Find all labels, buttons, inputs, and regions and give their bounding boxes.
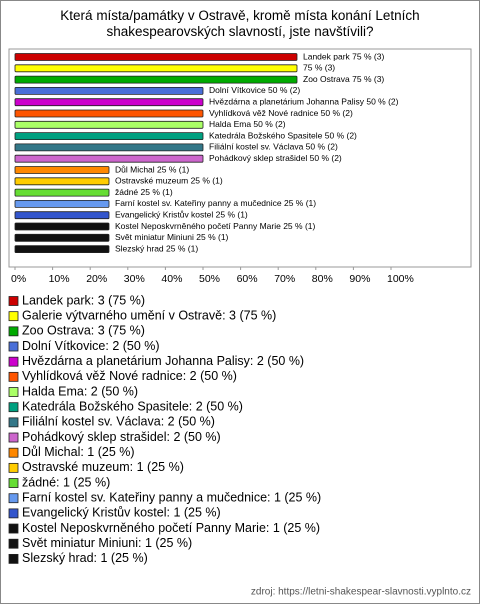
legend-swatch	[8, 478, 19, 488]
x-tick-label: 50%	[199, 273, 220, 285]
x-tick-label: 20%	[86, 273, 107, 285]
value-label: Filiální kostel sv. Václava 50 % (2)	[209, 142, 338, 152]
legend-label: Vyhlídková věž Nové radnice: 2 (50 %)	[22, 369, 237, 383]
x-tick-label: 80%	[312, 273, 333, 285]
legend-label: Hvězdárna a planetárium Johanna Palisy: …	[22, 354, 304, 368]
x-tick-label: 60%	[237, 273, 258, 285]
legend-swatch	[8, 326, 19, 337]
legend-swatch	[8, 523, 19, 534]
bar	[14, 53, 298, 61]
plot-frame	[8, 48, 472, 268]
legend-swatch	[8, 341, 19, 352]
legend-swatch	[8, 447, 19, 458]
legend-label: žádné: 1 (25 %)	[22, 475, 110, 489]
legend-label: Důl Michal: 1 (25 %)	[22, 445, 135, 459]
value-label: Farní kostel sv. Kateřiny panny a mučedn…	[115, 198, 316, 208]
value-label: žádné 25 % (1)	[115, 187, 173, 197]
bar	[14, 98, 204, 107]
legend-swatch	[8, 311, 19, 322]
value-label: 75 % (3)	[303, 63, 335, 73]
bar	[14, 109, 204, 118]
x-tick-label: 40%	[161, 273, 182, 285]
bar	[14, 245, 110, 254]
legend-label: Svět miniatur Miniuni: 1 (25 %)	[22, 536, 192, 550]
value-label: Vyhlídková věž Nové radnice 50 % (2)	[209, 108, 353, 118]
bar	[14, 75, 298, 84]
legend-label: Galerie výtvarného umění v Ostravě: 3 (7…	[22, 308, 276, 322]
value-label: Kostel Neposkvrněného početí Panny Marie…	[115, 221, 316, 231]
legend-swatch	[8, 553, 19, 564]
value-label: Halda Ema 50 % (2)	[209, 119, 286, 129]
bar	[14, 166, 110, 174]
x-tick-label: 10%	[49, 273, 70, 285]
legend-label: Farní kostel sv. Kateřiny panny a mučedn…	[22, 491, 321, 505]
bar	[14, 154, 204, 163]
legend-label: Slezský hrad: 1 (25 %)	[22, 551, 148, 565]
x-tick-label: 100%	[387, 273, 414, 285]
legend-label: Evangelický Kristův kostel: 1 (25 %)	[22, 506, 221, 520]
value-label: Důl Michal 25 % (1)	[115, 164, 189, 174]
x-tick-label: 70%	[274, 273, 295, 285]
value-label: Svět miniatur Miniuni 25 % (1)	[115, 232, 229, 242]
legend-swatch	[8, 462, 19, 473]
legend-swatch	[8, 371, 19, 382]
value-label: Evangelický Kristův kostel 25 % (1)	[115, 209, 248, 219]
legend-label: Katedrála Božského Spasitele: 2 (50 %)	[22, 399, 243, 413]
legend-label: Ostravské muzeum: 1 (25 %)	[22, 460, 184, 474]
bar	[14, 199, 110, 208]
bar	[14, 120, 204, 129]
bar	[14, 222, 110, 231]
value-label: Ostravské muzeum 25 % (1)	[115, 176, 223, 186]
bar	[14, 188, 110, 197]
bar	[14, 143, 204, 152]
value-label: Hvězdárna a planetárium Johanna Palisy 5…	[209, 96, 399, 106]
value-label: Katedrála Božského Spasitele 50 % (2)	[209, 130, 357, 140]
chart-title: Která místa/památky v Ostravě, kromě mís…	[60, 8, 420, 39]
x-tick-label: 90%	[349, 273, 370, 285]
legend-swatch	[8, 417, 19, 428]
bar	[14, 132, 204, 141]
bar	[14, 87, 204, 95]
x-tick-label: 30%	[124, 273, 145, 285]
legend-swatch	[8, 432, 19, 443]
legend-swatch	[8, 538, 19, 549]
x-tick-label: 0%	[11, 273, 26, 285]
value-label: Pohádkový sklep strašidel 50 % (2)	[209, 153, 342, 163]
bar	[14, 64, 298, 73]
legend-swatch	[8, 493, 19, 504]
legend-label: Filiální kostel sv. Václava: 2 (50 %)	[22, 415, 215, 429]
legend-label: Halda Ema: 2 (50 %)	[22, 384, 138, 398]
value-label: Slezský hrad 25 % (1)	[115, 243, 198, 253]
legend-swatch	[8, 387, 19, 397]
legend-swatch	[8, 296, 19, 306]
legend-label: Dolní Vítkovice: 2 (50 %)	[22, 339, 160, 353]
bar	[14, 233, 110, 242]
value-label: Zoo Ostrava 75 % (3)	[303, 74, 384, 84]
source: zdroj: https://letni-shakespear-slavnost…	[251, 587, 471, 598]
bar	[14, 211, 110, 220]
value-label: Dolní Vítkovice 50 % (2)	[209, 85, 300, 95]
value-label: Landek park 75 % (3)	[303, 51, 384, 61]
legend-label: Kostel Neposkvrněného početí Panny Marie…	[22, 521, 320, 535]
legend-swatch	[8, 508, 19, 519]
bar	[14, 177, 110, 186]
legend-swatch	[8, 356, 19, 367]
legend-label: Pohádkový sklep strašidel: 2 (50 %)	[22, 430, 221, 444]
legend-swatch	[8, 402, 19, 413]
legend-label: Zoo Ostrava: 3 (75 %)	[22, 324, 145, 338]
legend-label: Landek park: 3 (75 %)	[22, 293, 145, 307]
